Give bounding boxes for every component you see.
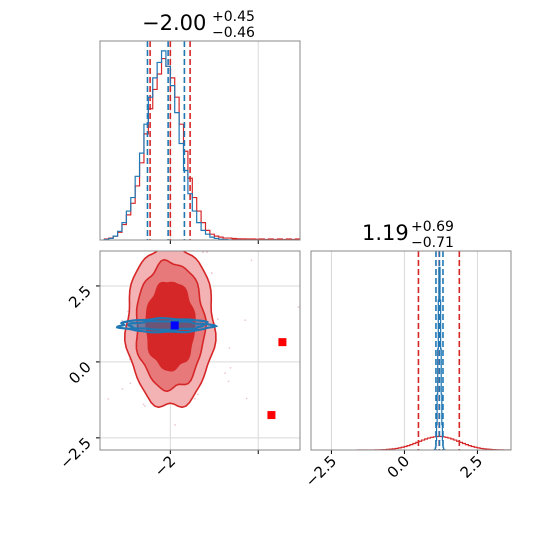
bottom-left-y-tick-label: 0.0 xyxy=(65,358,95,388)
bottom-left-sample-point xyxy=(227,217,229,219)
bottom-left-x-tick-label: −2 xyxy=(151,452,179,480)
top-left-title-main: −2.00 xyxy=(142,11,206,35)
bottom-left-sample-point xyxy=(224,372,226,375)
bottom-left-sample-point xyxy=(107,398,110,400)
bottom-left-sample-point xyxy=(202,251,204,254)
bottom-left-plot-area xyxy=(95,164,300,426)
bottom-left-frame xyxy=(99,250,301,451)
bottom-left-sample-point xyxy=(206,251,209,254)
bottom-left-scatter-panel: −2.5 0.0 2.5 −2 xyxy=(56,164,301,480)
bottom-left-sample-point xyxy=(229,366,232,369)
bottom-left-sample-point xyxy=(174,424,176,426)
bottom-right-x-tick-label: 0.0 xyxy=(384,452,414,482)
bottom-right-title-sub: −0.71 xyxy=(411,235,454,251)
bottom-right-title-sup: +0.69 xyxy=(411,219,454,235)
bottom-right-x-tick-label: 2.5 xyxy=(457,452,487,482)
top-left-hist-series-1 xyxy=(103,50,298,240)
top-left-title-sub: −0.46 xyxy=(212,25,255,41)
bottom-right-x-tick-label: −2.5 xyxy=(302,452,340,490)
top-left-title-sup: +0.45 xyxy=(212,9,255,25)
bottom-left-sample-point xyxy=(101,183,103,185)
bottom-left-sample-point xyxy=(121,319,124,322)
bottom-right-title: 1.19 +0.69 −0.71 xyxy=(362,219,454,251)
bottom-left-marker-2 xyxy=(267,411,276,420)
bottom-left-sample-point xyxy=(245,397,248,400)
bottom-left-sample-point xyxy=(152,164,154,166)
bottom-left-marker-0 xyxy=(170,321,179,330)
bottom-left-y-tick-label: 2.5 xyxy=(65,282,95,312)
bottom-left-sample-point xyxy=(144,405,146,407)
bottom-left-sample-point xyxy=(194,397,196,400)
bottom-left-sample-point xyxy=(191,243,193,245)
top-left-plot-area xyxy=(103,41,300,240)
bottom-left-sample-point xyxy=(216,318,219,321)
bottom-left-sample-point xyxy=(129,382,132,385)
bottom-left-sample-point xyxy=(142,403,145,406)
bottom-left-y-tick-label: −2.5 xyxy=(56,434,94,472)
bottom-left-sample-point xyxy=(244,319,247,322)
bottom-left-sample-point xyxy=(227,380,230,383)
bottom-left-sample-point xyxy=(107,242,109,244)
bottom-right-histogram-panel: −2.5 0.0 2.5 xyxy=(302,250,512,491)
bottom-right-hist-series-0 xyxy=(356,435,511,450)
bottom-left-sample-point xyxy=(228,347,231,349)
top-left-frame xyxy=(99,40,301,241)
bottom-right-plot-area xyxy=(356,251,511,450)
bottom-left-sample-point xyxy=(197,393,199,396)
bottom-left-sample-point xyxy=(297,306,300,308)
bottom-left-sample-point xyxy=(198,225,200,227)
bottom-right-frame xyxy=(310,250,512,451)
bottom-left-sample-point xyxy=(233,235,235,237)
bottom-left-sample-point xyxy=(191,241,193,243)
bottom-left-sample-point xyxy=(208,236,210,238)
bottom-left-marker-1 xyxy=(278,338,287,347)
bottom-left-sample-point xyxy=(197,215,199,217)
bottom-left-blue-contour-1 xyxy=(127,320,207,331)
top-left-hist-series-0 xyxy=(103,57,299,240)
bottom-left-sample-point xyxy=(250,259,253,262)
bottom-left-sample-point xyxy=(210,272,213,274)
bottom-left-sample-point xyxy=(179,238,181,240)
top-left-title: −2.00 +0.45 −0.46 xyxy=(142,9,255,41)
top-left-histogram-panel xyxy=(99,40,301,244)
bottom-left-sample-point xyxy=(121,387,124,390)
bottom-left-sample-point xyxy=(179,238,181,240)
bottom-right-title-main: 1.19 xyxy=(362,221,409,245)
bottom-left-sample-point xyxy=(95,306,97,308)
